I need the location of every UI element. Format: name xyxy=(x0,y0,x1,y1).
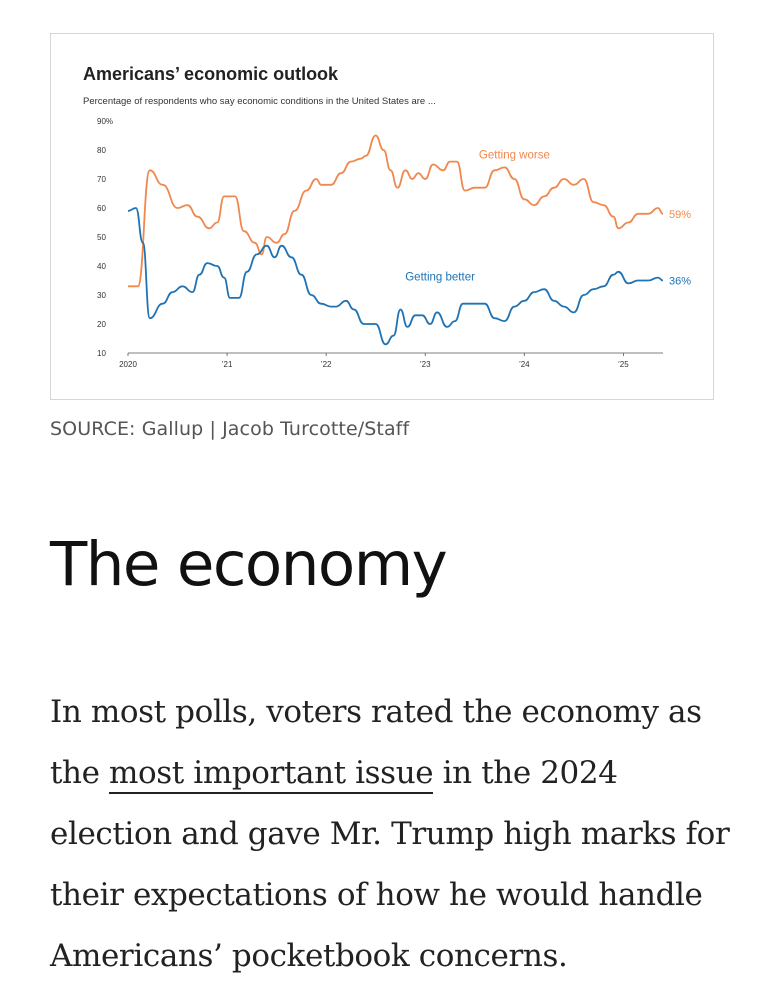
x-tick-label: ’21 xyxy=(222,360,233,369)
x-axis: 2020 ’21 ’22 ’23 ’24 ’25 xyxy=(119,352,663,369)
y-tick-label: 70 xyxy=(97,175,106,184)
series-annotation: Getting worse xyxy=(479,150,550,162)
x-tick-label: ’24 xyxy=(519,360,530,369)
chart-figure: Americans’ economic outlook Percentage o… xyxy=(50,33,714,400)
y-tick-label: 30 xyxy=(97,291,106,300)
series-layer xyxy=(127,134,664,346)
section-heading: The economy xyxy=(50,529,448,600)
y-tick-label: 60 xyxy=(97,204,106,213)
paragraph-text-after: in the 2024 election and gave Mr. Trump … xyxy=(50,755,730,974)
article-paragraph: In most polls, voters rated the economy … xyxy=(50,682,740,987)
getting-worse-end-label: 59% xyxy=(669,209,691,221)
most-important-issue-link[interactable]: most important issue xyxy=(109,755,434,794)
series-annotation: Getting better xyxy=(405,272,475,284)
getting-worse-line xyxy=(128,134,664,288)
getting-better-line xyxy=(127,207,664,346)
getting-better-end-label: 36% xyxy=(669,276,691,288)
x-tick-label: ’23 xyxy=(420,360,431,369)
chart-title: Americans’ economic outlook xyxy=(83,64,339,84)
economic-outlook-chart: Americans’ economic outlook Percentage o… xyxy=(83,64,691,369)
paragraph-text-before: In most polls, voters rated the economy … xyxy=(50,694,702,791)
x-tick-label: 2020 xyxy=(119,360,137,369)
y-tick-label: 10 xyxy=(97,349,106,358)
y-tick-label: 90% xyxy=(97,117,113,126)
y-tick-label: 20 xyxy=(97,320,106,329)
x-tick-label: ’22 xyxy=(321,360,332,369)
y-tick-label: 80 xyxy=(97,146,106,155)
x-tick-label: ’25 xyxy=(618,360,629,369)
y-tick-label: 40 xyxy=(97,262,106,271)
figure-source-caption: SOURCE: Gallup | Jacob Turcotte/Staff xyxy=(50,418,410,440)
y-axis: 90% 80 70 60 50 40 30 20 10 xyxy=(97,117,113,358)
y-tick-label: 50 xyxy=(97,233,106,242)
label-layer: 59% 36% Getting worse Getting better xyxy=(405,150,691,288)
chart-subtitle: Percentage of respondents who say econom… xyxy=(83,96,436,107)
